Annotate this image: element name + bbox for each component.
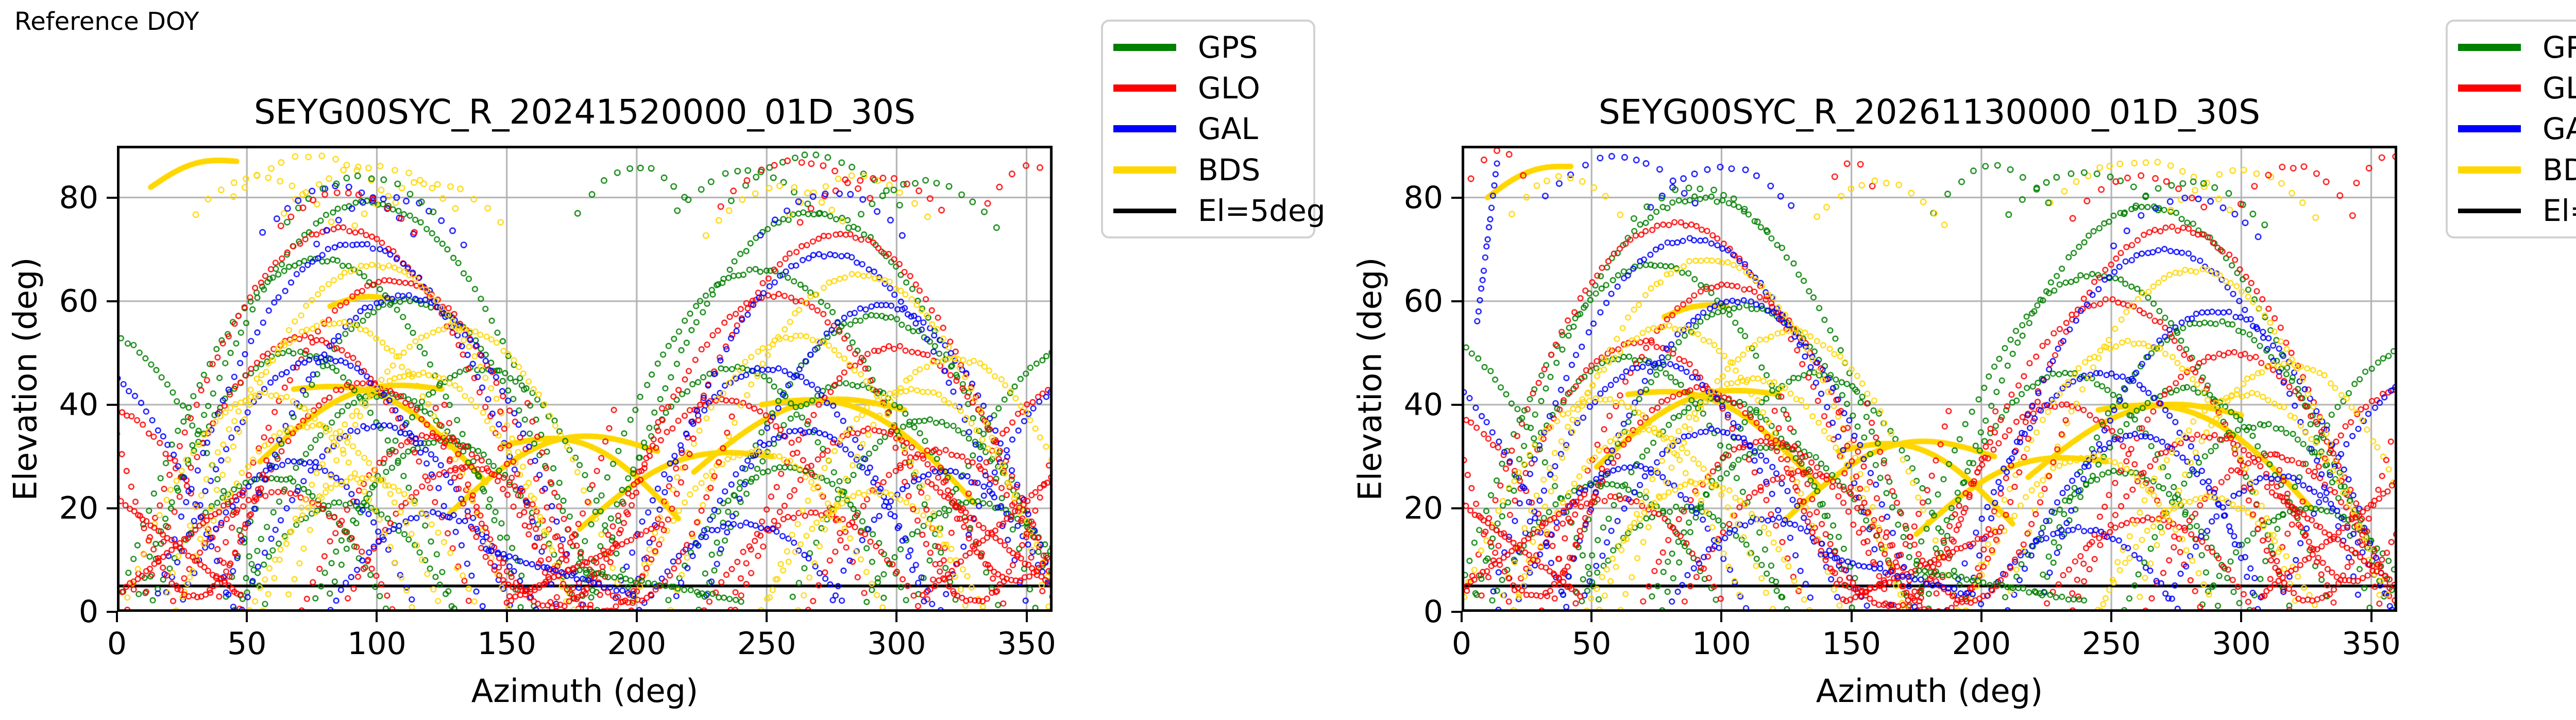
x-tick-label: 150 [477, 626, 536, 662]
y-tick-mark [1451, 611, 1462, 613]
glo-line-sample [1113, 84, 1176, 92]
reference-doy-label: Reference DOY [14, 7, 199, 36]
legend-label-bds: BDS [2543, 152, 2576, 187]
legend-entry-el5: El=5deg [1103, 191, 1326, 230]
legend-2: GPS GLO GAL BDS El=5deg [2446, 20, 2576, 238]
bds-line-sample [2458, 166, 2521, 174]
y-tick-mark [107, 403, 117, 406]
y-tick-label: 0 [78, 594, 98, 630]
el5-line-sample [2458, 208, 2521, 213]
legend-entry-glo: GLO [2448, 68, 2576, 108]
legend-label-gal: GAL [1198, 111, 1258, 147]
x-tick-mark [895, 612, 898, 622]
y-tick-mark [107, 507, 117, 509]
gps-line-sample [1113, 43, 1176, 51]
x-tick-mark [2240, 612, 2243, 622]
legend-entry-bds: BDS [1103, 150, 1313, 190]
x-tick-mark [1461, 612, 1463, 622]
y-tick-mark [1451, 507, 1462, 509]
y-tick-label: 60 [1403, 283, 1443, 319]
y-tick-mark [107, 196, 117, 199]
plot-1: SEYG00SYC_R_20241520000_01D_30S Azimuth … [7, 92, 1056, 710]
bds-line-sample [1113, 166, 1176, 174]
x-tick-mark [2110, 612, 2113, 622]
y-tick-mark [1451, 403, 1462, 406]
y-tick-label: 80 [59, 179, 98, 216]
x-tick-mark [766, 612, 768, 622]
gps-line-sample [2458, 43, 2521, 51]
y-tick-label: 0 [1423, 594, 1443, 630]
legend-entry-gal: GAL [1103, 109, 1313, 148]
x-tick-label: 50 [227, 626, 267, 662]
x-tick-mark [635, 612, 638, 622]
legend-label-glo: GLO [2543, 71, 2576, 106]
el5-line-sample [1113, 208, 1176, 213]
x-tick-mark [505, 612, 508, 622]
x-tick-mark [1980, 612, 1982, 622]
legend-entry-gps: GPS [1103, 28, 1313, 67]
legend-1: GPS GLO GAL BDS El=5deg [1101, 20, 1326, 238]
plot-2: SEYG00SYC_R_20261130000_01D_30S Azimuth … [1351, 92, 2401, 710]
plot-2-y-axis-label: Elevation (deg) [1351, 257, 1389, 501]
legend-label-gps: GPS [2543, 29, 2576, 65]
plot-1-canvas [117, 146, 1053, 612]
x-tick-label: 250 [2081, 626, 2141, 662]
legend-entry-bds: BDS [2448, 150, 2576, 190]
x-tick-mark [246, 612, 248, 622]
legend-label-glo: GLO [1198, 71, 1260, 106]
x-tick-label: 150 [1822, 626, 1881, 662]
plot-2-x-axis-label: Azimuth (deg) [1816, 672, 2043, 710]
gal-line-sample [2458, 125, 2521, 133]
x-tick-label: 100 [347, 626, 406, 662]
x-tick-label: 0 [107, 626, 127, 662]
x-tick-mark [1850, 612, 1853, 622]
y-tick-mark [107, 300, 117, 302]
legend-entry-gal: GAL [2448, 109, 2576, 148]
x-tick-label: 100 [1692, 626, 1751, 662]
y-tick-mark [1451, 300, 1462, 302]
x-tick-label: 300 [867, 626, 926, 662]
x-tick-label: 350 [997, 626, 1056, 662]
x-tick-mark [2370, 612, 2372, 622]
y-tick-label: 40 [1403, 386, 1443, 423]
legend-label-gps: GPS [1198, 29, 1258, 65]
y-tick-label: 60 [59, 283, 98, 319]
legend-label-bds: BDS [1198, 152, 1261, 187]
plot-2-canvas [1462, 146, 2397, 612]
legend-entry-gps: GPS [2448, 28, 2576, 67]
legend-label-el5: El=5deg [1198, 193, 1326, 229]
x-tick-label: 200 [607, 626, 667, 662]
legend-entry-glo: GLO [1103, 68, 1313, 108]
plot-2-title: SEYG00SYC_R_20261130000_01D_30S [1598, 92, 2261, 132]
y-tick-mark [1451, 196, 1462, 199]
legend-label-gal: GAL [2543, 111, 2576, 147]
x-tick-label: 0 [1451, 626, 1472, 662]
y-tick-label: 20 [1403, 490, 1443, 526]
legend-entry-el5: El=5deg [2448, 191, 2576, 230]
plot-1-y-axis-label: Elevation (deg) [6, 257, 44, 501]
x-tick-mark [1720, 612, 1723, 622]
x-tick-mark [1590, 612, 1593, 622]
x-tick-label: 200 [1952, 626, 2011, 662]
y-tick-label: 80 [1403, 179, 1443, 216]
gal-line-sample [1113, 125, 1176, 133]
x-tick-label: 300 [2212, 626, 2271, 662]
y-tick-label: 20 [59, 490, 98, 526]
x-tick-mark [376, 612, 378, 622]
x-tick-label: 250 [737, 626, 796, 662]
legend-label-el5: El=5deg [2543, 193, 2576, 229]
glo-line-sample [2458, 84, 2521, 92]
x-tick-label: 50 [1572, 626, 1612, 662]
y-tick-mark [107, 611, 117, 613]
x-tick-label: 350 [2342, 626, 2401, 662]
x-tick-mark [116, 612, 118, 622]
y-tick-label: 40 [59, 386, 98, 423]
x-tick-mark [1025, 612, 1028, 622]
plot-1-x-axis-label: Azimuth (deg) [471, 672, 699, 710]
plot-1-title: SEYG00SYC_R_20241520000_01D_30S [253, 92, 916, 132]
